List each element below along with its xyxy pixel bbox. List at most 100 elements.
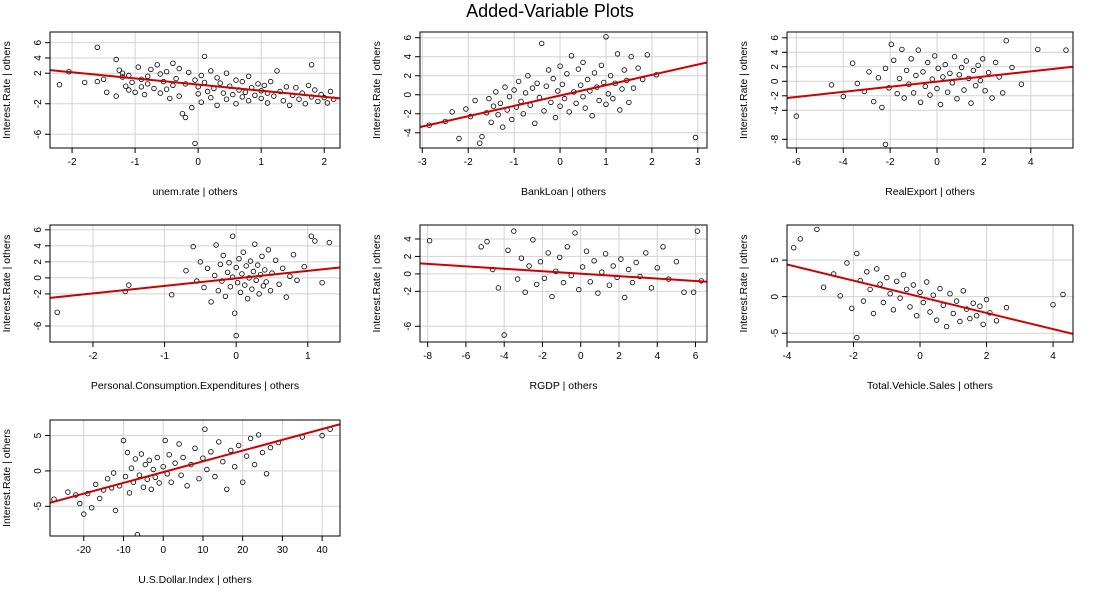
data-point — [150, 466, 156, 473]
data-point — [252, 241, 258, 247]
data-point — [222, 293, 229, 299]
data-point — [231, 464, 238, 470]
data-point — [126, 87, 132, 93]
panel-7: -20 -10 0 10 20 30 40 -5 0 5 U.S.Dollar.Index | ot… — [1, 419, 341, 586]
data-point — [635, 65, 641, 71]
data-point — [230, 91, 236, 98]
data-point — [596, 97, 602, 104]
data-point — [173, 75, 179, 82]
data-point — [308, 233, 315, 239]
y-tick-label: 0 — [770, 293, 781, 299]
data-point — [584, 76, 591, 83]
data-point — [888, 41, 894, 47]
data-point — [486, 95, 492, 102]
x-tick-label: 4 — [1028, 157, 1034, 168]
data-point — [529, 85, 536, 91]
data-point — [144, 73, 151, 79]
data-point — [896, 75, 903, 82]
data-point — [525, 72, 531, 79]
data-point — [217, 80, 223, 86]
data-point — [564, 71, 570, 77]
data-point — [975, 62, 981, 69]
data-point — [534, 80, 540, 86]
x-tick-label: 4 — [1050, 351, 1056, 362]
data-point — [973, 82, 979, 89]
data-point — [534, 281, 540, 288]
data-point — [814, 226, 820, 233]
data-point — [1060, 291, 1066, 298]
data-point — [484, 238, 490, 245]
data-point — [140, 484, 147, 490]
y-tick-label: 0 — [33, 275, 44, 281]
data-point — [925, 59, 931, 66]
data-point — [1003, 304, 1010, 311]
data-point — [96, 495, 103, 502]
data-point — [548, 99, 554, 106]
data-point — [968, 100, 974, 106]
data-point — [180, 454, 186, 461]
data-point — [879, 104, 885, 111]
y-axis-label: Interest.Rate | others — [738, 235, 750, 333]
x-tick-label: -1 — [160, 351, 169, 362]
data-point — [908, 56, 914, 62]
data-point — [947, 291, 953, 297]
data-point — [267, 444, 274, 451]
data-point — [135, 64, 141, 70]
data-point — [518, 255, 525, 261]
data-point — [286, 102, 293, 108]
data-point — [250, 268, 257, 275]
x-tick-label: 4 — [654, 351, 660, 362]
data-point — [271, 93, 277, 99]
data-point — [681, 289, 687, 295]
data-point — [104, 476, 111, 482]
data-point — [265, 247, 272, 253]
data-point — [226, 260, 232, 266]
data-point — [301, 264, 307, 270]
data-point — [92, 481, 99, 488]
figure-title: Added-Variable Plots — [466, 1, 634, 21]
data-point — [849, 60, 856, 66]
data-point — [793, 113, 800, 119]
data-point — [208, 449, 214, 455]
data-point — [449, 109, 455, 115]
points-group — [56, 44, 337, 147]
data-point — [122, 83, 129, 89]
data-point — [168, 479, 174, 485]
data-point — [283, 84, 290, 90]
panel-5: -8 -6 -4 -2 0 2 4 6 -6 -2 0 2 4 RGDP | others Interest… — [371, 224, 708, 392]
data-point — [502, 84, 508, 90]
data-point — [228, 447, 234, 454]
y-tick-label: 2 — [770, 64, 781, 70]
data-point — [129, 79, 135, 86]
data-point — [112, 507, 119, 514]
data-point — [202, 426, 208, 432]
y-tick-label: -2 — [403, 109, 414, 118]
points-group — [426, 34, 699, 146]
data-point — [183, 268, 189, 274]
fit-line — [50, 69, 340, 100]
data-point — [195, 91, 201, 97]
x-tick-label: -2 — [68, 157, 77, 168]
data-point — [196, 476, 202, 482]
y-tick-label: 4 — [770, 49, 781, 55]
data-point — [882, 65, 889, 71]
data-point — [870, 310, 877, 317]
data-point — [522, 90, 529, 96]
data-point — [559, 81, 566, 87]
data-point — [871, 98, 877, 105]
data-point — [619, 86, 625, 92]
data-point — [182, 114, 189, 121]
data-point — [214, 75, 220, 81]
data-point — [511, 87, 517, 93]
data-point — [65, 489, 71, 495]
x-axis-label: BankLoan | others — [521, 186, 606, 198]
data-point — [927, 309, 933, 315]
y-tick-label: -2 — [403, 286, 414, 295]
data-point — [660, 244, 666, 250]
data-point — [840, 93, 846, 100]
y-tick-label: 0 — [403, 271, 414, 277]
data-point — [148, 66, 154, 73]
data-point — [545, 67, 552, 73]
data-point — [176, 441, 182, 447]
